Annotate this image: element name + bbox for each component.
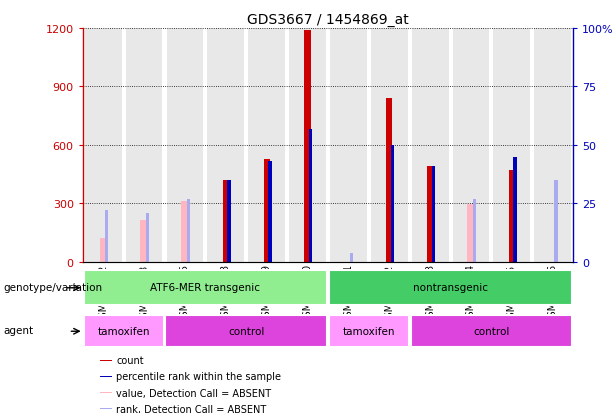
Bar — [473, 199, 476, 262]
Text: agent: agent — [3, 325, 33, 335]
Text: ATF6-MER transgenic: ATF6-MER transgenic — [150, 282, 261, 292]
Bar — [99, 239, 107, 262]
Bar — [386, 99, 392, 262]
Bar — [227, 180, 230, 262]
Bar — [514, 157, 517, 262]
Text: rank, Detection Call = ABSENT: rank, Detection Call = ABSENT — [116, 404, 267, 413]
Bar — [467, 205, 474, 262]
Bar — [411, 316, 573, 347]
Bar — [186, 199, 190, 262]
Bar — [329, 316, 409, 347]
Text: tamoxifen: tamoxifen — [97, 326, 150, 336]
Bar — [248, 29, 285, 262]
Bar — [100, 392, 112, 393]
Bar — [309, 129, 313, 262]
Bar — [140, 221, 148, 262]
Text: control: control — [228, 326, 264, 336]
Bar — [105, 211, 108, 262]
Text: value, Detection Call = ABSENT: value, Detection Call = ABSENT — [116, 388, 272, 398]
Bar — [166, 316, 327, 347]
Bar — [452, 29, 489, 262]
Bar — [100, 408, 112, 409]
Bar — [330, 29, 367, 262]
Text: count: count — [116, 355, 144, 365]
Bar — [493, 29, 530, 262]
Bar — [167, 29, 204, 262]
Bar — [412, 29, 449, 262]
Bar — [83, 271, 327, 306]
Text: tamoxifen: tamoxifen — [343, 326, 395, 336]
Text: nontransgenic: nontransgenic — [413, 282, 488, 292]
Bar — [329, 271, 573, 306]
Bar — [509, 171, 515, 262]
Text: percentile rank within the sample: percentile rank within the sample — [116, 371, 281, 382]
Title: GDS3667 / 1454869_at: GDS3667 / 1454869_at — [247, 12, 409, 26]
Bar — [126, 29, 162, 262]
Bar — [100, 376, 112, 377]
Bar — [85, 29, 121, 262]
Bar — [371, 29, 408, 262]
Bar — [289, 29, 326, 262]
Bar — [207, 29, 244, 262]
Bar — [223, 180, 229, 262]
Bar — [305, 31, 311, 262]
Bar — [350, 253, 353, 262]
Bar — [181, 202, 189, 262]
Bar — [432, 166, 435, 262]
Bar — [427, 167, 433, 262]
Bar — [535, 29, 571, 262]
Text: genotype/variation: genotype/variation — [3, 282, 102, 292]
Bar — [391, 146, 394, 262]
Bar — [146, 213, 149, 262]
Text: control: control — [473, 326, 509, 336]
Bar — [554, 180, 558, 262]
Bar — [100, 360, 112, 361]
Bar — [264, 159, 270, 262]
Bar — [268, 162, 272, 262]
Bar — [83, 316, 164, 347]
